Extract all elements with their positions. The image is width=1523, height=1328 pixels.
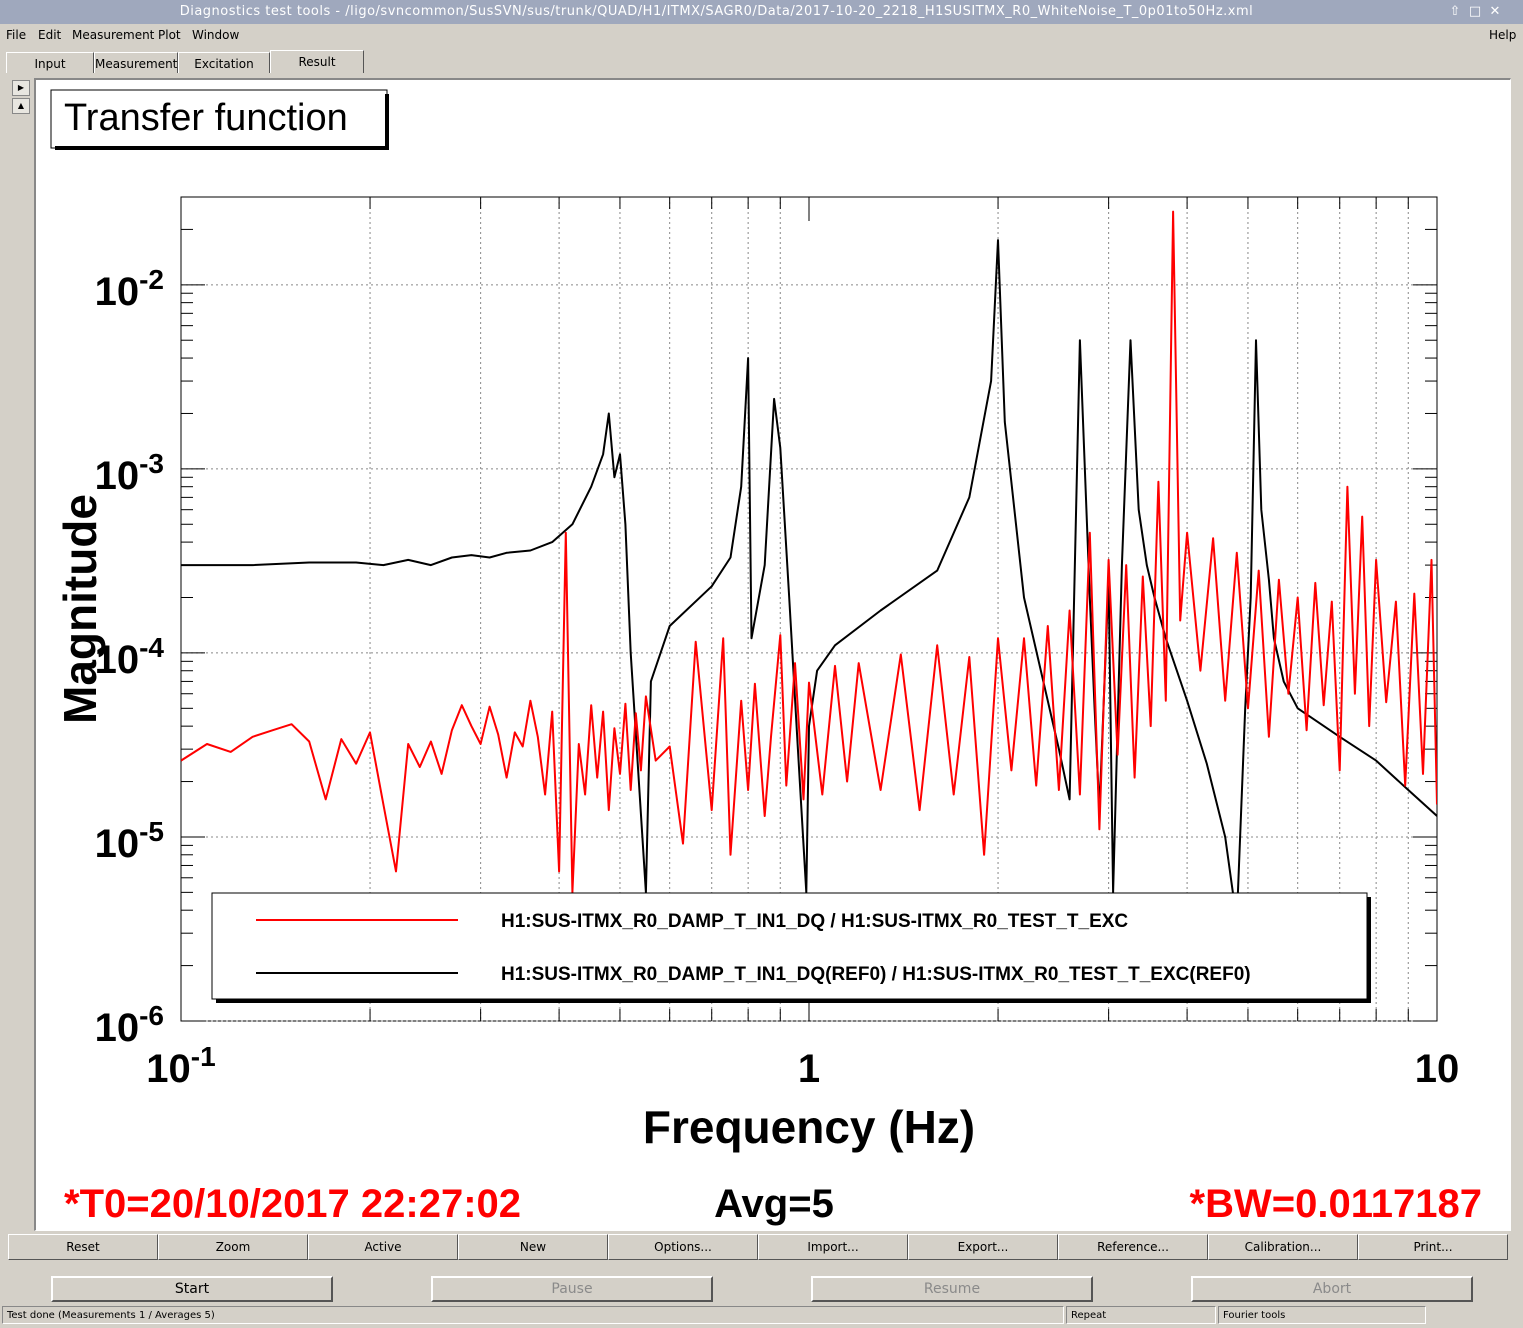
tab-excitation[interactable]: Excitation <box>178 52 270 73</box>
new-button[interactable]: New <box>458 1234 608 1260</box>
status-main: Test done (Measurements 1 / Averages 5) <box>2 1306 1064 1324</box>
menu-plot[interactable]: Plot <box>158 28 181 42</box>
plot-title-box-shadow-side <box>385 94 389 150</box>
collapse-up-icon[interactable]: ▲ <box>12 98 30 114</box>
close-window-icon[interactable]: ✕ <box>1489 4 1501 19</box>
x-tick-label: 1 <box>798 1047 820 1091</box>
x-tick-labels: 10-1 1 10 <box>146 1041 1459 1091</box>
series-line-measurement <box>181 210 1437 894</box>
export-button[interactable]: Export... <box>908 1234 1058 1260</box>
plot-canvas[interactable]: Transfer function 10-2 10-3 10-4 10-5 10-6 1… <box>34 78 1511 1231</box>
pause-button[interactable]: Pause <box>431 1276 713 1302</box>
print-button[interactable]: Print... <box>1358 1234 1508 1260</box>
tab-measurement[interactable]: Measurement <box>94 52 178 73</box>
legend-label-series-1: H1:SUS-ITMX_R0_DAMP_T_IN1_DQ / H1:SUS-IT… <box>501 911 1128 932</box>
plot-title-box-shadow <box>55 146 389 150</box>
bw-readout: *BW=0.0117187 <box>1190 1182 1482 1226</box>
tab-input[interactable]: Input <box>6 52 94 73</box>
maximize-window-icon[interactable]: □ <box>1468 4 1482 19</box>
zoom-button[interactable]: Zoom <box>158 1234 308 1260</box>
expand-right-icon[interactable]: ▶ <box>12 80 30 96</box>
t0-readout: *T0=20/10/2017 22:27:02 <box>64 1182 521 1226</box>
y-tick-label: 10-6 <box>95 1000 164 1050</box>
plot-title: Transfer function <box>64 97 348 139</box>
tab-bar: Input Measurement Excitation Result <box>0 50 1523 74</box>
menu-window[interactable]: Window <box>192 28 240 42</box>
reference-button[interactable]: Reference... <box>1058 1234 1208 1260</box>
legend-shadow-bottom <box>216 999 1371 1003</box>
grid-lines <box>181 197 1437 1022</box>
avg-readout: Avg=5 <box>714 1182 834 1226</box>
menu-measurement[interactable]: Measurement <box>72 28 155 42</box>
menu-bar: File Edit Measurement Plot Window Help <box>0 24 1523 46</box>
plot-button-row: Reset Zoom Active New Options... Import.… <box>8 1234 1508 1260</box>
start-button[interactable]: Start <box>51 1276 333 1302</box>
y-axis-label: Magnitude <box>54 494 106 724</box>
x-tick-label: 10-1 <box>146 1041 215 1091</box>
window-titlebar: Diagnostics test tools - /ligo/svncommon… <box>0 0 1523 24</box>
status-tools: Fourier tools <box>1218 1306 1426 1324</box>
active-button[interactable]: Active <box>308 1234 458 1260</box>
x-axis-label: Frequency (Hz) <box>643 1101 975 1153</box>
shade-window-icon[interactable]: ⇧ <box>1449 4 1461 19</box>
resume-button[interactable]: Resume <box>811 1276 1093 1302</box>
y-tick-label: 10-3 <box>95 448 164 498</box>
legend-label-series-2: H1:SUS-ITMX_R0_DAMP_T_IN1_DQ(REF0) / H1:… <box>501 964 1251 985</box>
y-tick-labels: 10-2 10-3 10-4 10-5 10-6 <box>95 264 165 1050</box>
status-repeat: Repeat <box>1066 1306 1216 1324</box>
menu-help[interactable]: Help <box>1489 28 1517 42</box>
window-title: Diagnostics test tools - /ligo/svncommon… <box>179 4 1254 19</box>
abort-button[interactable]: Abort <box>1191 1276 1473 1302</box>
legend-box <box>211 892 1368 1000</box>
legend-shadow-side <box>1367 897 1371 1003</box>
plot-title-box <box>50 89 388 149</box>
reset-button[interactable]: Reset <box>8 1234 158 1260</box>
x-tick-label: 10 <box>1415 1047 1460 1091</box>
transfer-function-chart[interactable]: Transfer function 10-2 10-3 10-4 10-5 10-6 1… <box>36 80 1510 1230</box>
tab-result[interactable]: Result <box>270 50 364 73</box>
calibration-button[interactable]: Calibration... <box>1208 1234 1358 1260</box>
menu-edit[interactable]: Edit <box>38 28 62 42</box>
y-tick-label: 10-5 <box>95 816 164 866</box>
y-tick-label: 10-2 <box>95 264 164 314</box>
options-button[interactable]: Options... <box>608 1234 758 1260</box>
import-button[interactable]: Import... <box>758 1234 908 1260</box>
y-tick-label: 10-4 <box>95 632 165 682</box>
menu-file[interactable]: File <box>6 28 27 42</box>
plot-frame <box>180 196 1438 1022</box>
